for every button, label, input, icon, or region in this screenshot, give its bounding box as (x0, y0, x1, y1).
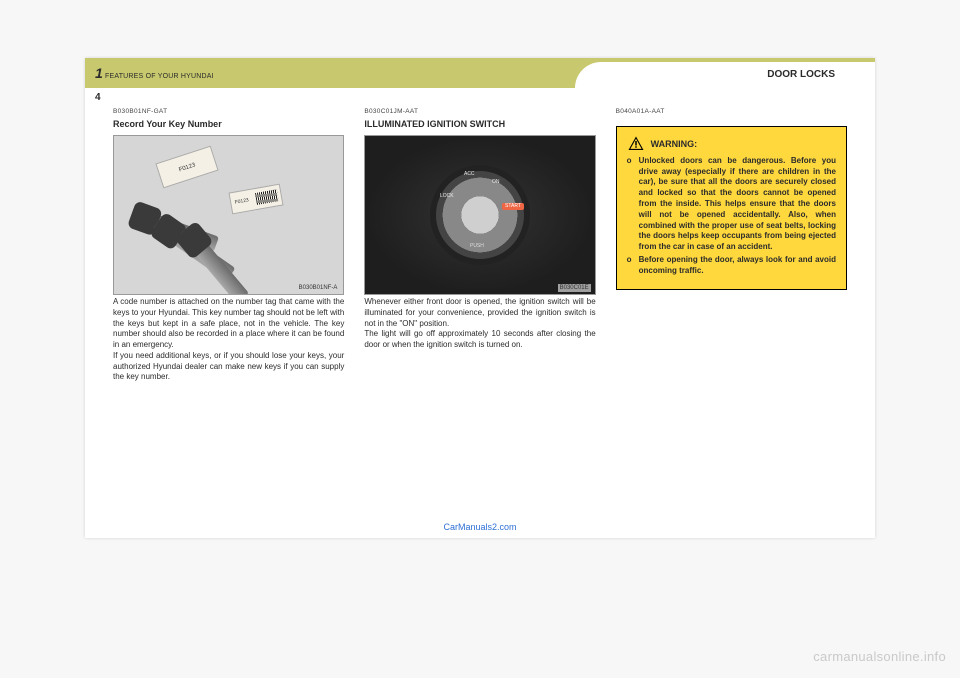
reference-code: B030B01NF-GAT (113, 108, 344, 117)
key-tag-barcode: F0123 (228, 184, 283, 215)
figure-caption: B030B01NF-A (297, 284, 340, 292)
footer-brand-link[interactable]: CarManuals2.com (443, 522, 516, 532)
key-tag-small-label: F0123 (234, 197, 249, 206)
body-text: Whenever either front door is opened, th… (364, 297, 595, 351)
chapter-title: FEATURES OF YOUR HYUNDAI (105, 73, 214, 80)
warning-box: WARNING: Unlocked doors can be dangerous… (616, 126, 847, 290)
ignition-label-lock: LOCK (440, 193, 454, 200)
site-watermark: carmanualsonline.info (813, 649, 946, 664)
chapter-number: 1 (95, 65, 103, 81)
warning-title-text: WARNING: (651, 138, 698, 150)
barcode-icon (255, 189, 279, 205)
figure-caption: B030C01E (558, 284, 591, 292)
chapter-label: 1FEATURES OF YOUR HYUNDAI (95, 65, 214, 81)
content-columns: B030B01NF-GAT Record Your Key Number F01… (113, 108, 847, 528)
ignition-label-start: START (502, 203, 524, 210)
warning-icon (627, 135, 645, 153)
key-tag-label: F0123 (155, 146, 218, 189)
column-ignition: B030C01JM-AAT ILLUMINATED IGNITION SWITC… (364, 108, 595, 528)
reference-code: B030C01JM-AAT (364, 108, 595, 117)
spacer (616, 117, 847, 126)
reference-code: B040A01A-AAT (616, 108, 847, 117)
warning-item: Unlocked doors can be dangerous. Before … (627, 156, 836, 253)
page-number: 4 (95, 92, 101, 103)
column-record-key: B030B01NF-GAT Record Your Key Number F01… (113, 108, 344, 528)
warning-item: Before opening the door, always look for… (627, 255, 836, 277)
column-heading: ILLUMINATED IGNITION SWITCH (364, 118, 595, 130)
warning-heading: WARNING: (627, 135, 836, 153)
body-text: A code number is attached on the number … (113, 297, 344, 383)
ignition-label-on: ON (492, 179, 500, 186)
section-title: DOOR LOCKS (767, 69, 835, 80)
column-heading: Record Your Key Number (113, 118, 344, 130)
key-number-figure: F0123 F0123 B030B01NF-A (113, 135, 344, 295)
ignition-figure: LOCK ACC ON START PUSH B030C01E (364, 135, 595, 295)
manual-page: 1FEATURES OF YOUR HYUNDAI 4 DOOR LOCKS B… (85, 58, 875, 538)
ignition-label-push: PUSH (470, 243, 484, 250)
warning-list: Unlocked doors can be dangerous. Before … (627, 156, 836, 277)
ignition-label-acc: ACC (464, 171, 475, 178)
column-warning: B040A01A-AAT WARNING: Unlocked (616, 108, 847, 528)
